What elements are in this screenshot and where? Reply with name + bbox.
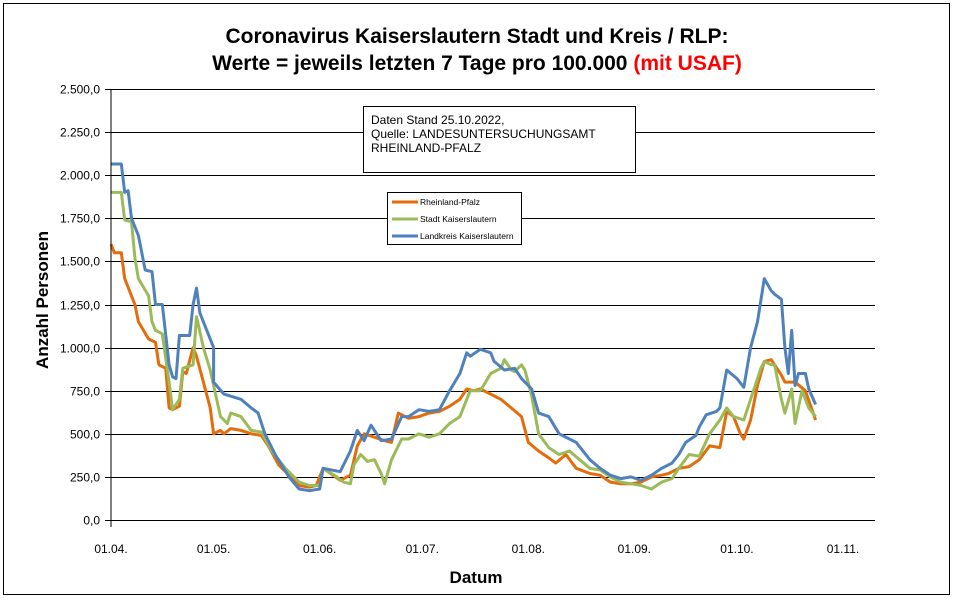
legend-label: Stadt Kaiserslautern: [420, 214, 497, 224]
y-tick-label: 750,0: [70, 385, 100, 399]
legend: Rheinland-Pfalz Stadt Kaiserslautern Landk…: [387, 192, 522, 245]
y-tick-label: 1.250,0: [60, 299, 100, 313]
series-line-stadt-kaiserslautern: [111, 190, 817, 491]
y-tick-label: 2.250,0: [60, 126, 100, 140]
y-tick-label: 250,0: [70, 471, 100, 485]
legend-label: Rheinland-Pfalz: [420, 197, 480, 207]
title-main: Werte = jeweils letzten 7 Tage pro 100.0…: [212, 52, 627, 75]
title-highlight: (mit USAF): [633, 52, 742, 75]
annotation-line3: RHEINLAND-PFALZ: [371, 141, 481, 155]
x-tick-label: 01.06.: [303, 542, 336, 556]
x-tick-label: 01.09.: [618, 542, 651, 556]
x-tick-label: 01.04.: [94, 542, 127, 556]
y-tick-label: 1.000,0: [60, 342, 100, 356]
chart-title-line2: Werte = jeweils letzten 7 Tage pro 100.0…: [212, 52, 742, 75]
series-line-landkreis-kaiserslautern: [111, 162, 817, 493]
y-tick-label: 2.000,0: [60, 169, 100, 183]
y-tick-label: 0,0: [83, 514, 100, 528]
legend-label: Landkreis Kaiserslautern: [420, 231, 514, 241]
y-axis-title: Anzahl Personen: [33, 231, 52, 369]
x-tick-label: 01.10.: [720, 542, 753, 556]
x-tick-label: 01.05.: [197, 542, 230, 556]
y-tick-label: 1.750,0: [60, 212, 100, 226]
chart-border: [3, 3, 950, 595]
chart-title-line1: Coronavirus Kaiserslautern Stadt und Kre…: [226, 25, 729, 48]
annotation-line1: Daten Stand 25.10.2022,: [371, 113, 504, 127]
x-tick-label: 01.07.: [406, 542, 439, 556]
series-line-rheinland-pfalz: [109, 243, 818, 489]
y-tick-label: 2.500,0: [60, 83, 100, 97]
x-tick-label: 01.08.: [512, 542, 545, 556]
x-tick-label: 01.11.: [827, 542, 859, 556]
y-tick-label: 500,0: [70, 428, 100, 442]
x-axis-title: Datum: [450, 568, 503, 587]
annotation-box: Daten Stand 25.10.2022, Quelle: LANDESUN…: [363, 106, 636, 173]
y-tick-label: 1.500,0: [60, 255, 100, 269]
annotation-line2: Quelle: LANDESUNTERSUCHUNGSAMT: [371, 127, 596, 141]
